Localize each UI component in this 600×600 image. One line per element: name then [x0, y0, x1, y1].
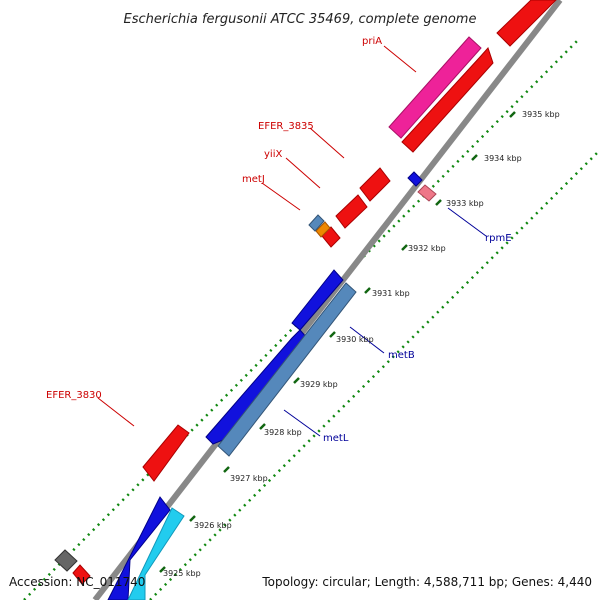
gene-feature-metb[interactable]	[291, 269, 344, 331]
gene-feature-pria-red[interactable]	[401, 47, 494, 153]
gene-feature-rpme-blue[interactable]	[407, 171, 423, 187]
gene-feature-efer3830[interactable]	[142, 424, 190, 482]
gene-feature-cyan[interactable]	[127, 507, 185, 600]
tick-label: 3925 kbp	[163, 569, 201, 578]
inner-dotted-line	[149, 149, 600, 600]
reverse-callouts	[283, 207, 487, 437]
gene-feature-red-bottom[interactable]	[72, 564, 91, 585]
gene-label-metj[interactable]: metJ	[242, 174, 265, 185]
gene-label-yiix[interactable]: yiiX	[264, 149, 282, 160]
accession-text: Accession: NC_011740	[9, 575, 145, 589]
gene-label-pria[interactable]: priA	[362, 36, 382, 47]
gene-feature-efer3835[interactable]	[359, 167, 391, 202]
tick-label: 3930 kbp	[336, 335, 374, 344]
tick-label: 3934 kbp	[484, 154, 522, 163]
gene-feature-metl[interactable]	[217, 282, 357, 457]
gene-label-efer3830[interactable]: EFER_3830	[46, 390, 102, 401]
tick-label: 3928 kbp	[264, 428, 302, 437]
gene-feature-yiix[interactable]	[335, 194, 368, 229]
tick-label: 3932 kbp	[408, 244, 446, 253]
gene-feature-steelblue-small[interactable]	[308, 214, 325, 232]
genome-summary-text: Topology: circular; Length: 4,588,711 bp…	[261, 575, 592, 589]
gene-feature-pink[interactable]	[417, 184, 437, 202]
tick-marks	[159, 111, 516, 573]
tick-label: 3931 kbp	[372, 289, 410, 298]
genome-title: Escherichia fergusonii ATCC 35469, compl…	[124, 12, 477, 27]
gene-feature-prib-magenta[interactable]	[388, 36, 482, 139]
gene-feature-gray[interactable]	[54, 549, 78, 572]
forward-callouts	[97, 45, 417, 427]
genome-backbone	[92, 0, 563, 600]
tick-label: 3933 kbp	[446, 199, 484, 208]
gene-feature-red-top[interactable]	[496, 0, 557, 47]
tick-label: 3927 kbp	[230, 474, 268, 483]
gene-feature-blue-bottom[interactable]	[107, 496, 171, 600]
gene-feature-orange[interactable]	[315, 221, 331, 238]
gene-label-efer3835[interactable]: EFER_3835	[258, 121, 314, 132]
gene-label-metb[interactable]: metB	[388, 350, 415, 361]
tick-label: 3926 kbp	[194, 521, 232, 530]
gene-label-rpme[interactable]: rpmE	[485, 233, 512, 244]
tick-label: 3935 kbp	[522, 110, 560, 119]
gene-label-metl[interactable]: metL	[323, 433, 349, 444]
gene-feature-metb-large[interactable]	[205, 329, 310, 445]
tick-label: 3929 kbp	[300, 380, 338, 389]
